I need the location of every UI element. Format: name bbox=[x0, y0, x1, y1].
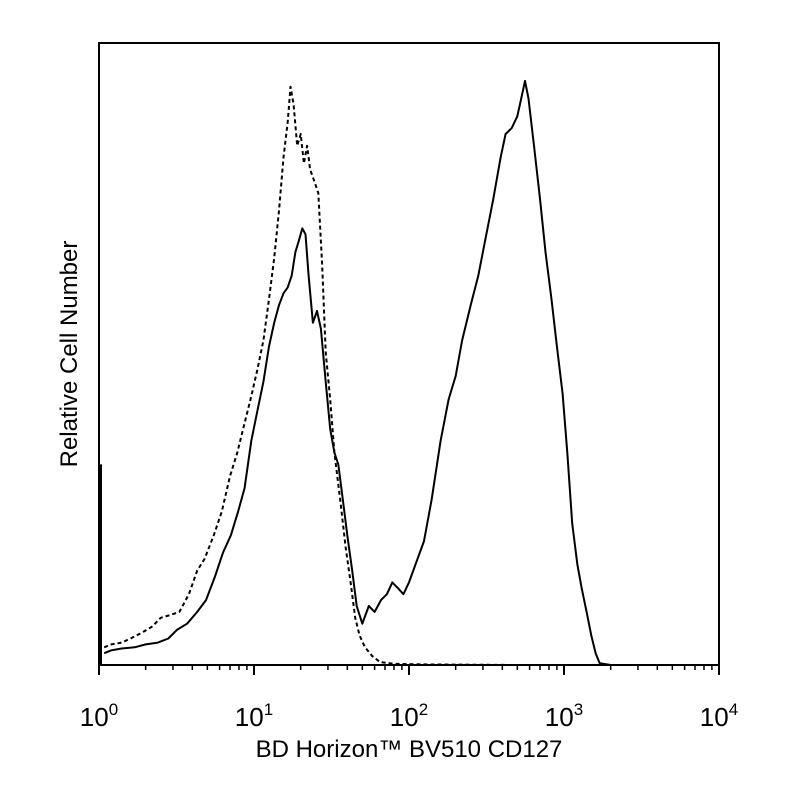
x-tick-label: 103 bbox=[545, 700, 583, 732]
x-tick-label: 104 bbox=[700, 700, 738, 732]
plot-frame bbox=[98, 42, 720, 666]
x-tick-label: 102 bbox=[390, 700, 428, 732]
series-layer bbox=[99, 79, 719, 666]
x-tick-label: 101 bbox=[235, 700, 273, 732]
x-tick-layer: 100 101 102 103 104 bbox=[80, 665, 738, 732]
y-axis-title: Relative Cell Number bbox=[56, 241, 83, 468]
x-tick-label: 100 bbox=[80, 700, 118, 732]
series-line-dashed bbox=[103, 85, 719, 666]
series-line-solid bbox=[103, 79, 719, 666]
x-axis-title: BD Horizon™ BV510 CD127 bbox=[256, 736, 563, 763]
